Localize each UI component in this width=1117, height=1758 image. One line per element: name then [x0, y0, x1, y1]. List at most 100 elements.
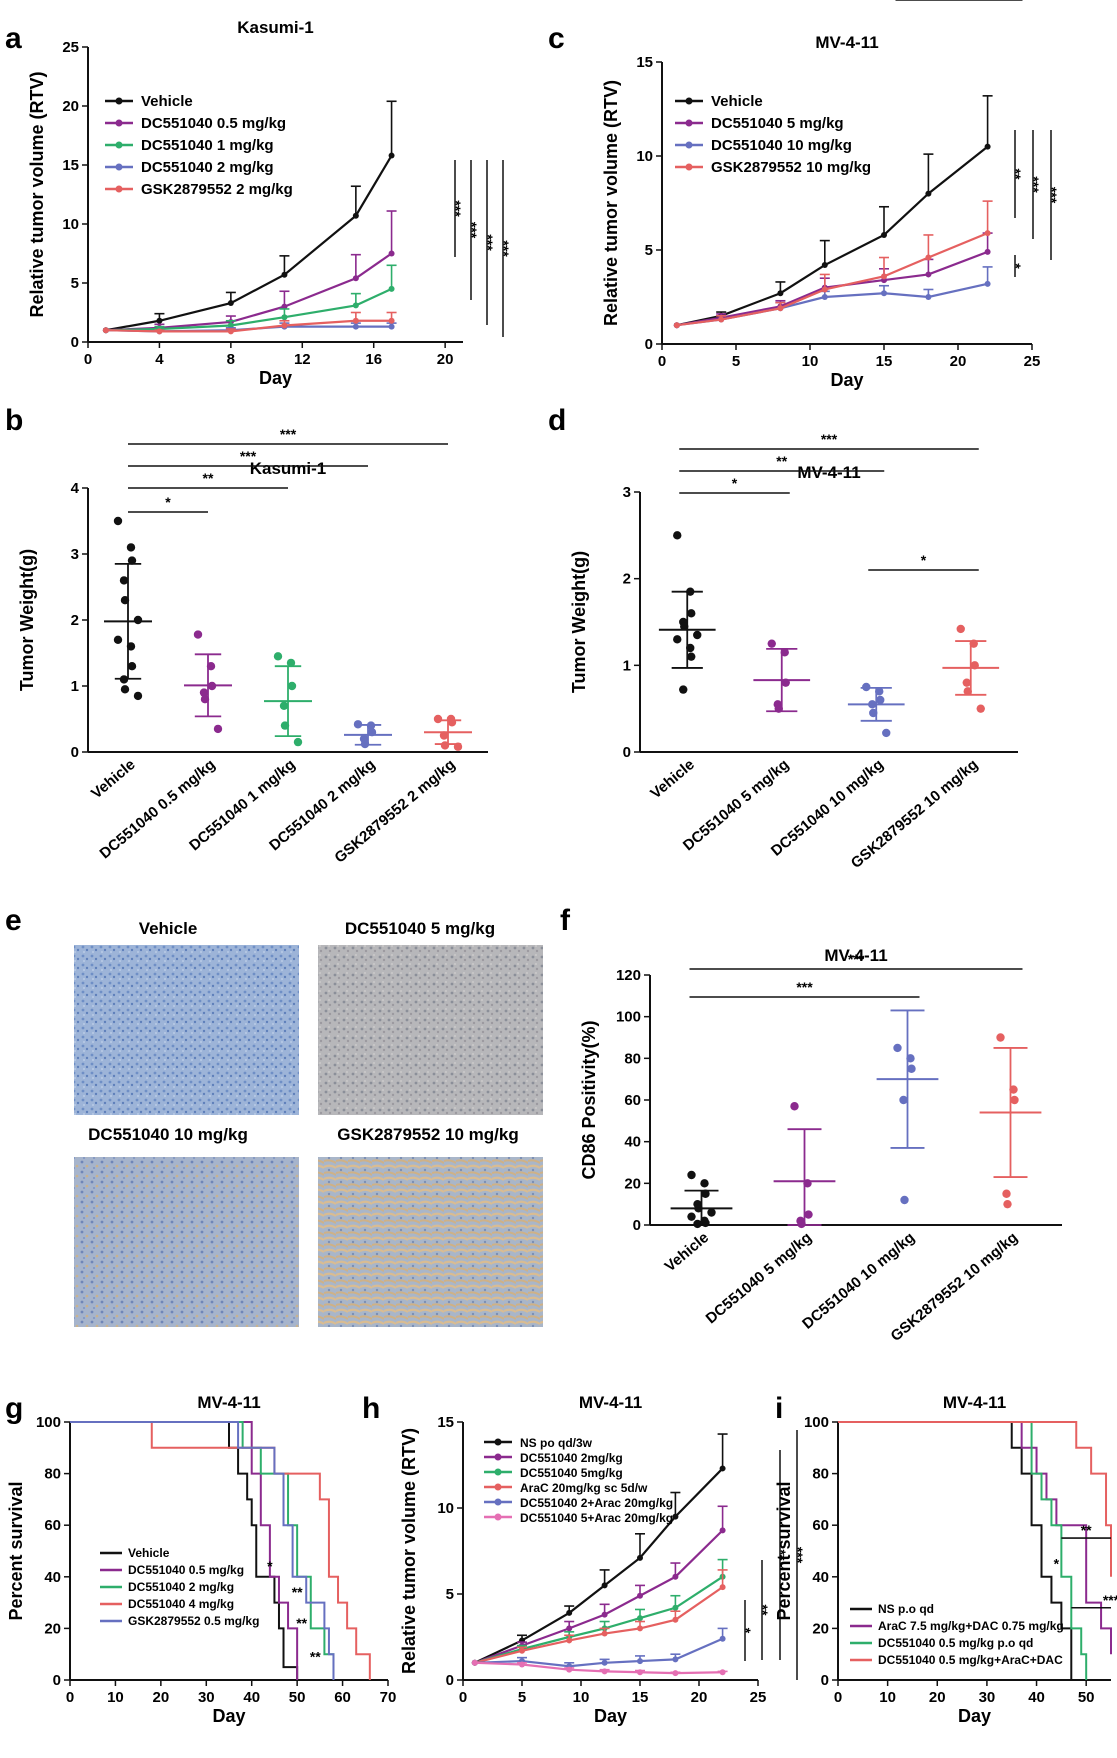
comparison-label: * [921, 552, 927, 568]
significance-label: *** [1103, 1592, 1117, 1608]
dot-point [707, 1208, 716, 1217]
data-point [281, 271, 288, 278]
y-tick-label: 0 [623, 744, 631, 761]
category-label: DC551040 10 mg/kg [799, 1229, 918, 1333]
legend-label: DC551040 4 mg/kg [128, 1597, 234, 1611]
data-point [719, 1669, 726, 1676]
y-tick-label: 120 [616, 967, 641, 984]
dot-point [113, 516, 123, 526]
y-tick-label: 0 [446, 1672, 454, 1689]
data-point [777, 305, 784, 312]
y-tick-label: 2 [71, 612, 79, 629]
dot-point [976, 704, 985, 713]
data-point [601, 1630, 608, 1637]
y-tick-label: 3 [623, 484, 631, 501]
dot-point [433, 714, 443, 724]
series-line-green [105, 287, 393, 332]
legend-marker [494, 1468, 502, 1476]
x-axis-label: Day [830, 370, 863, 390]
series-line-purple [105, 252, 393, 332]
legend-marker [115, 185, 123, 193]
legend-label: Vehicle [141, 93, 193, 110]
comparison-label: * [165, 494, 171, 510]
data-point [352, 212, 359, 219]
data-point [984, 230, 991, 237]
data-point [881, 231, 887, 238]
survival-curve-purple [70, 1421, 299, 1680]
data-point [227, 328, 234, 335]
legend-label: DC551040 5mg/kg [520, 1466, 623, 1480]
comparison-label: NS [949, 0, 970, 4]
x-tick-label: 12 [294, 351, 311, 368]
y-tick-label: 80 [624, 1050, 641, 1067]
dot-point [113, 635, 123, 644]
x-tick-label: 16 [365, 351, 382, 368]
panel-letter-c: c [548, 22, 565, 55]
dot-point [1010, 1095, 1019, 1105]
panel-letter-f: f [560, 904, 571, 937]
dot-point [673, 531, 682, 540]
legend-label: GSK2879552 10 mg/kg [711, 159, 871, 176]
y-tick-label: 20 [624, 1175, 641, 1192]
dot-point [687, 1170, 696, 1180]
x-tick-label: 8 [227, 351, 235, 368]
data-point [719, 1527, 726, 1534]
category-label: DC551040 5 mg/kg [703, 1229, 815, 1327]
legend-label: DC551040 1 mg/kg [141, 137, 274, 154]
comparison-label: *** [240, 448, 257, 464]
significance-label: *** [496, 240, 512, 257]
data-point [925, 294, 932, 300]
x-tick-label: 15 [632, 1689, 649, 1706]
ihc-image-vehicle [74, 945, 299, 1115]
legend-label: DC551040 0.5 mg/kg [141, 115, 286, 132]
data-point [519, 1661, 525, 1668]
significance-label: ** [292, 1584, 303, 1600]
dot-point [687, 1212, 696, 1221]
dot-point [1002, 1189, 1011, 1198]
x-tick-label: 4 [155, 351, 164, 368]
legend-marker [685, 141, 693, 149]
dot-point [956, 624, 965, 634]
significance-label: * [1054, 1556, 1060, 1572]
y-tick-label: 80 [44, 1466, 61, 1483]
data-point [156, 328, 163, 335]
panel-letter-i: i [775, 1392, 783, 1425]
significance-label: * [267, 1558, 273, 1574]
dot-point [687, 609, 696, 618]
legend-label: NS p.o qd [878, 1602, 934, 1616]
panel-g-survival-chart: 0 20 40 60 80 100 0 10 20 30 40 50 60 70 MV-4-11 Day Per… [6, 1393, 396, 1726]
x-tick-label: 50 [289, 1689, 306, 1706]
significance-label: ** [1081, 1522, 1092, 1538]
dot-point [280, 721, 290, 730]
dot-point [447, 718, 457, 727]
ihc-title-dc551040-10: DC551040 10 mg/kg [88, 1125, 248, 1144]
legend-label: DC551040 2 mg/kg [141, 159, 274, 176]
significance-label: ** [755, 1605, 771, 1616]
significance-label: ** [773, 1550, 789, 1561]
data-point [673, 322, 680, 329]
x-tick-label: 30 [198, 1689, 215, 1706]
dot-point [673, 635, 682, 644]
dot-point [127, 662, 137, 671]
legend-marker [115, 141, 123, 149]
data-point [672, 1670, 679, 1677]
x-tick-label: 0 [834, 1689, 842, 1706]
data-point [719, 1465, 726, 1472]
y-tick-label: 60 [812, 1517, 829, 1534]
y-tick-label: 2 [623, 571, 631, 588]
chart-title: MV-4-11 [197, 1393, 260, 1412]
data-point [601, 1611, 608, 1618]
panel-letter-d: d [548, 404, 566, 437]
x-axis-label: Day [212, 1706, 245, 1726]
y-tick-label: 10 [62, 216, 79, 233]
y-axis-label: Percent survival [774, 1481, 794, 1620]
legend-marker [494, 1483, 502, 1491]
x-tick-label: 30 [979, 1689, 996, 1706]
dot-point [1003, 1199, 1012, 1209]
significance-label: *** [464, 222, 480, 239]
dot-point [700, 1179, 709, 1188]
data-point [881, 290, 887, 297]
data-point [718, 316, 725, 323]
data-point [881, 273, 887, 280]
